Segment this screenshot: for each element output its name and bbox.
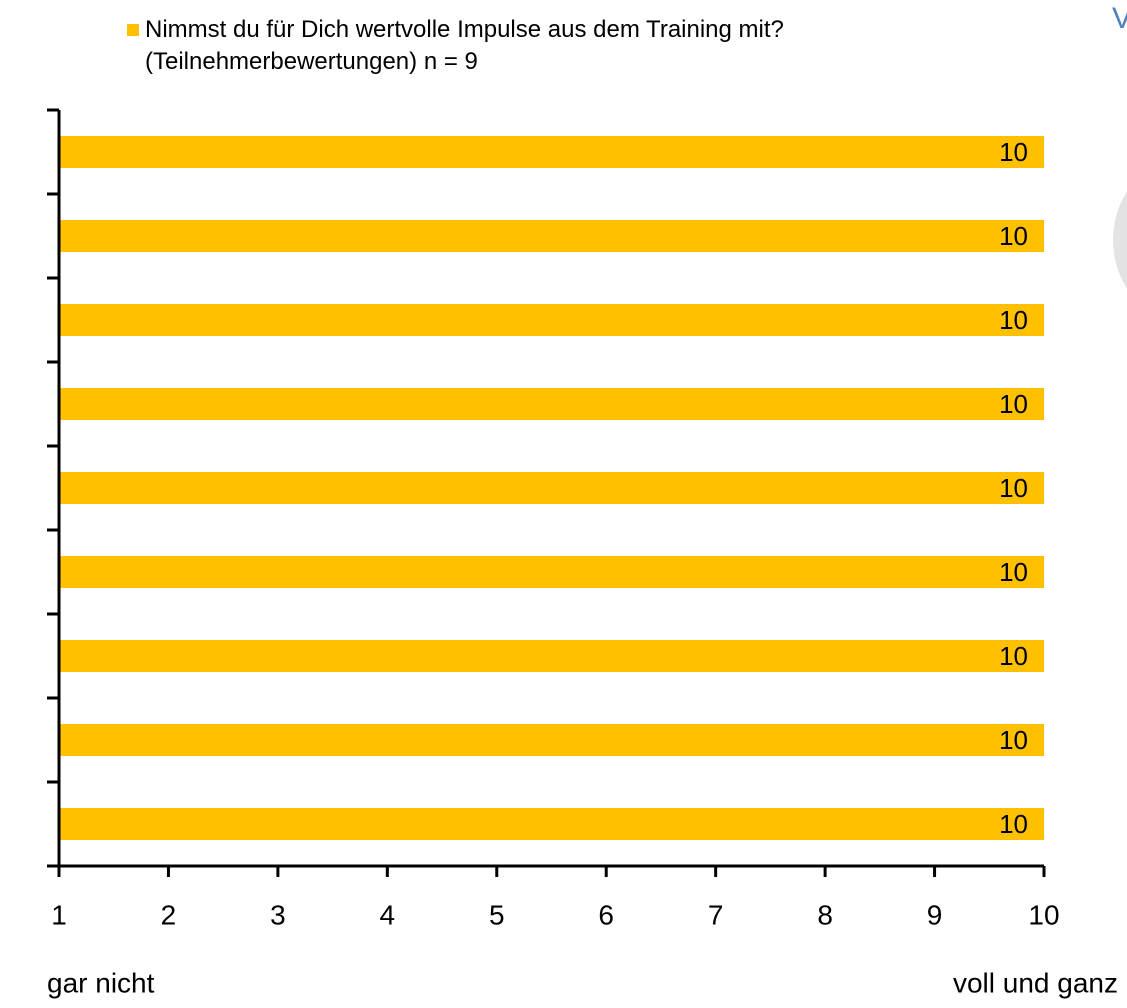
data-label: 10 bbox=[999, 473, 1028, 503]
bar bbox=[59, 808, 1044, 840]
data-label: 10 bbox=[999, 389, 1028, 419]
legend-label: Nimmst du für Dich wertvolle Impulse aus… bbox=[145, 16, 784, 75]
decoration-circle bbox=[1113, 191, 1127, 289]
x-tick-label: 2 bbox=[161, 899, 177, 930]
bar bbox=[59, 220, 1044, 252]
data-label: 10 bbox=[999, 221, 1028, 251]
data-label: 10 bbox=[999, 725, 1028, 755]
bar bbox=[59, 556, 1044, 588]
bar bbox=[59, 472, 1044, 504]
x-tick-label: 7 bbox=[708, 899, 724, 930]
x-tick-label: 5 bbox=[489, 899, 505, 930]
x-tick-label: 8 bbox=[817, 899, 833, 930]
bar bbox=[59, 724, 1044, 756]
legend-swatch bbox=[127, 24, 139, 36]
data-label: 10 bbox=[999, 305, 1028, 335]
data-label: 10 bbox=[999, 137, 1028, 167]
data-label: 10 bbox=[999, 809, 1028, 839]
annotation: V bbox=[1112, 2, 1127, 35]
bar bbox=[59, 388, 1044, 420]
bar bbox=[59, 640, 1044, 672]
axis-end-label: voll und ganz bbox=[953, 967, 1118, 998]
bar bbox=[59, 136, 1044, 168]
bar bbox=[59, 304, 1044, 336]
data-label: 10 bbox=[999, 557, 1028, 587]
data-label: 10 bbox=[999, 641, 1028, 671]
x-tick-label: 9 bbox=[927, 899, 943, 930]
x-tick-label: 1 bbox=[51, 899, 67, 930]
x-tick-label: 3 bbox=[270, 899, 286, 930]
x-tick-label: 10 bbox=[1028, 899, 1059, 930]
axis-start-label: gar nicht bbox=[47, 967, 155, 998]
x-tick-label: 4 bbox=[380, 899, 396, 930]
x-tick-label: 6 bbox=[598, 899, 614, 930]
